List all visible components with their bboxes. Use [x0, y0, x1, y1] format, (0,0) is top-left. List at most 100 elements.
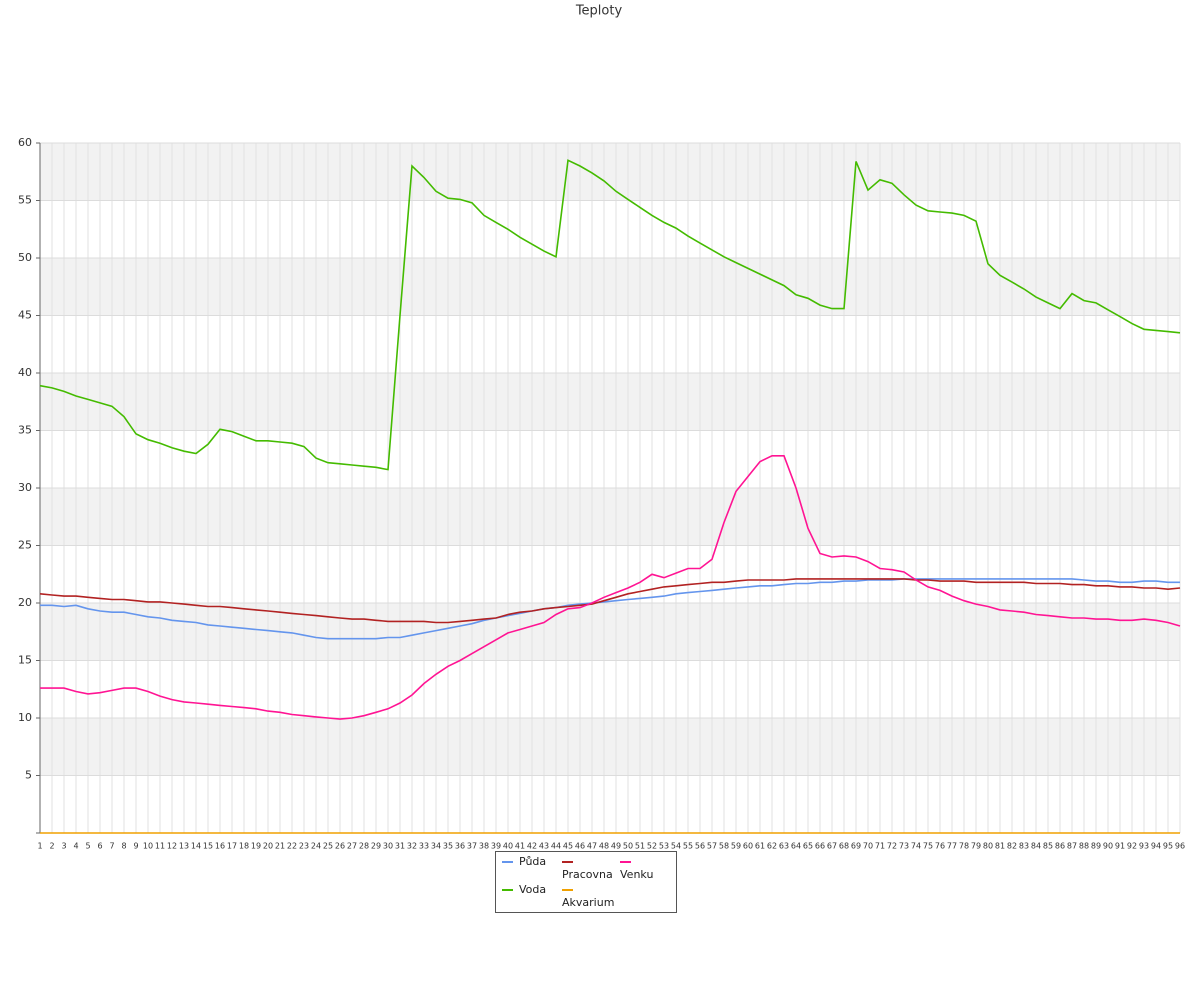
x-tick-label: 15 — [203, 842, 213, 851]
x-tick-label: 5 — [85, 842, 90, 851]
x-tick-label: 92 — [1127, 842, 1137, 851]
x-tick-label: 80 — [983, 842, 993, 851]
band — [40, 603, 1180, 661]
x-tick-label: 36 — [455, 842, 465, 851]
x-tick-label: 77 — [947, 842, 957, 851]
x-tick-label: 48 — [599, 842, 609, 851]
y-tick-label: 60 — [18, 136, 32, 149]
x-tick-label: 4 — [73, 842, 78, 851]
x-tick-label: 61 — [755, 842, 765, 851]
legend-swatch — [502, 861, 513, 863]
y-tick-label: 10 — [18, 711, 32, 724]
x-tick-label: 6 — [97, 842, 102, 851]
band — [40, 143, 1180, 201]
x-tick-label: 64 — [791, 842, 801, 851]
x-tick-label: 38 — [479, 842, 489, 851]
x-tick-label: 72 — [887, 842, 897, 851]
x-tick-label: 75 — [923, 842, 933, 851]
x-tick-label: 42 — [527, 842, 537, 851]
x-tick-label: 39 — [491, 842, 501, 851]
x-tick-label: 20 — [263, 842, 273, 851]
legend-item: Pracovna — [562, 855, 620, 881]
legend-item: Půda — [502, 855, 562, 881]
x-tick-label: 22 — [287, 842, 297, 851]
x-tick-label: 27 — [347, 842, 357, 851]
legend-label: Venku — [620, 868, 654, 881]
y-tick-label: 55 — [18, 194, 32, 207]
legend-item: Venku — [620, 855, 670, 881]
x-tick-label: 49 — [611, 842, 621, 851]
legend-swatch — [620, 861, 631, 863]
x-tick-label: 86 — [1055, 842, 1065, 851]
x-tick-label: 96 — [1175, 842, 1185, 851]
y-tick-label: 30 — [18, 481, 32, 494]
x-tick-label: 62 — [767, 842, 777, 851]
x-tick-label: 66 — [815, 842, 825, 851]
y-tick-label: 25 — [18, 539, 32, 552]
x-tick-label: 31 — [395, 842, 405, 851]
x-tick-label: 81 — [995, 842, 1005, 851]
x-tick-label: 11 — [155, 842, 165, 851]
x-tick-label: 16 — [215, 842, 225, 851]
x-tick-label: 87 — [1067, 842, 1077, 851]
series-line — [39, 159, 1181, 471]
x-tick-label: 46 — [575, 842, 585, 851]
x-tick-label: 3 — [61, 842, 66, 851]
x-tick-label: 55 — [683, 842, 693, 851]
x-tick-label: 7 — [109, 842, 114, 851]
chart-title: Teploty — [575, 4, 623, 19]
legend-item: Voda — [502, 883, 562, 909]
x-tick-label: 18 — [239, 842, 249, 851]
legend-item: Akvarium — [562, 883, 620, 909]
x-tick-label: 47 — [587, 842, 597, 851]
legend-swatch — [502, 889, 513, 891]
y-tick-label: 5 — [25, 769, 32, 782]
x-tick-label: 12 — [167, 842, 177, 851]
x-tick-label: 51 — [635, 842, 645, 851]
legend-label: Půda — [519, 855, 547, 868]
x-tick-label: 94 — [1151, 842, 1161, 851]
y-tick-label: 40 — [18, 366, 32, 379]
x-tick-label: 44 — [551, 842, 561, 851]
x-tick-label: 67 — [827, 842, 837, 851]
x-tick-label: 54 — [671, 842, 681, 851]
x-tick-label: 2 — [49, 842, 54, 851]
x-tick-label: 59 — [731, 842, 741, 851]
x-tick-label: 60 — [743, 842, 753, 851]
x-tick-label: 28 — [359, 842, 369, 851]
x-tick-label: 76 — [935, 842, 945, 851]
x-tick-label: 32 — [407, 842, 417, 851]
y-tick-label: 15 — [18, 654, 32, 667]
band — [40, 718, 1180, 776]
x-tick-label: 91 — [1115, 842, 1125, 851]
x-tick-label: 43 — [539, 842, 549, 851]
x-tick-label: 30 — [383, 842, 393, 851]
band — [40, 488, 1180, 546]
x-tick-label: 58 — [719, 842, 729, 851]
x-tick-label: 10 — [143, 842, 153, 851]
x-tick-label: 69 — [851, 842, 861, 851]
x-tick-label: 74 — [911, 842, 921, 851]
legend-label: Voda — [519, 883, 547, 896]
x-tick-label: 57 — [707, 842, 717, 851]
x-tick-label: 79 — [971, 842, 981, 851]
x-tick-label: 9 — [133, 842, 138, 851]
x-tick-label: 53 — [659, 842, 669, 851]
x-tick-label: 41 — [515, 842, 525, 851]
y-tick-label: 50 — [18, 251, 32, 264]
x-tick-label: 26 — [335, 842, 345, 851]
band — [40, 373, 1180, 431]
x-tick-label: 71 — [875, 842, 885, 851]
x-tick-label: 25 — [323, 842, 333, 851]
y-tick-label: 20 — [18, 596, 32, 609]
x-tick-label: 83 — [1019, 842, 1029, 851]
x-tick-label: 70 — [863, 842, 873, 851]
x-tick-label: 19 — [251, 842, 261, 851]
y-tick-label: 35 — [18, 424, 32, 437]
x-tick-label: 82 — [1007, 842, 1017, 851]
x-tick-label: 95 — [1163, 842, 1173, 851]
x-tick-label: 23 — [299, 842, 309, 851]
x-tick-label: 33 — [419, 842, 429, 851]
